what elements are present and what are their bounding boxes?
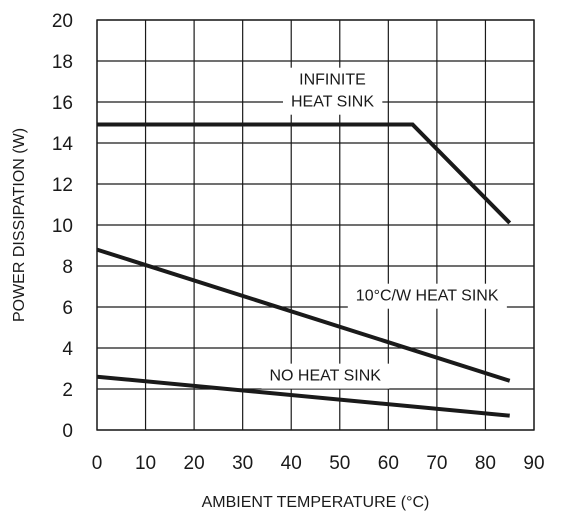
annotation-background bbox=[347, 283, 507, 309]
series-lines bbox=[96, 122, 512, 418]
y-tick-label: 16 bbox=[52, 93, 73, 114]
annotation-text: HEAT SINK bbox=[291, 94, 374, 111]
x-tick-label: 20 bbox=[184, 453, 205, 474]
x-tick-label: 70 bbox=[426, 453, 447, 474]
x-tick-label: 60 bbox=[378, 453, 399, 474]
series-line-1 bbox=[96, 247, 511, 383]
y-tick-label: 10 bbox=[52, 216, 73, 237]
x-tick-label: 30 bbox=[232, 453, 253, 474]
annotation-text: NO HEAT SINK bbox=[269, 368, 381, 385]
annotations: INFINITE HEAT SINK 10°C/W HEAT SINK NO HEAT… bbox=[261, 67, 507, 389]
series-line-2 bbox=[96, 374, 510, 418]
tick-labels: 0 10 20 30 40 50 60 70 80 90 0 2 4 6 8 10 12 14 16 18 20 bbox=[52, 11, 545, 474]
annotation-2: NO HEAT SINK bbox=[261, 363, 390, 389]
y-axis-label: POWER DISSIPATION (W) bbox=[11, 128, 28, 322]
x-tick-label: 50 bbox=[329, 453, 350, 474]
y-tick-label: 14 bbox=[52, 134, 74, 155]
annotation-1: 10°C/W HEAT SINK bbox=[347, 283, 507, 309]
x-tick-label: 80 bbox=[475, 453, 496, 474]
y-tick-label: 18 bbox=[52, 52, 73, 73]
x-axis-label: AMBIENT TEMPERATURE (°C) bbox=[202, 494, 430, 511]
annotation-0: INFINITE HEAT SINK bbox=[283, 67, 383, 115]
plot-frame bbox=[96, 19, 535, 431]
series-line-0 bbox=[97, 122, 512, 225]
y-tick-label: 2 bbox=[62, 380, 73, 401]
y-tick-label: 0 bbox=[62, 421, 73, 442]
y-tick-label: 8 bbox=[62, 257, 73, 278]
y-tick-label: 6 bbox=[62, 298, 73, 319]
y-tick-label: 20 bbox=[52, 11, 73, 32]
x-tick-label: 90 bbox=[523, 453, 544, 474]
x-tick-label: 40 bbox=[281, 453, 302, 474]
x-tick-label: 0 bbox=[92, 453, 103, 474]
y-tick-label: 4 bbox=[62, 339, 73, 360]
annotation-text: 10°C/W HEAT SINK bbox=[356, 288, 499, 305]
annotation-text: INFINITE bbox=[299, 72, 366, 89]
annotation-background bbox=[283, 67, 383, 115]
y-tick-label: 12 bbox=[52, 175, 73, 196]
x-tick-label: 10 bbox=[135, 453, 156, 474]
annotation-background bbox=[261, 363, 390, 389]
